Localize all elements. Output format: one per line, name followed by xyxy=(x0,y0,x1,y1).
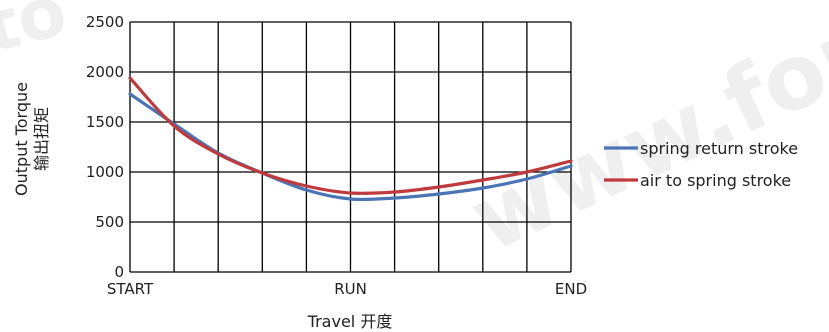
x-tick-label: END xyxy=(555,280,587,298)
legend-label: air to spring stroke xyxy=(640,171,791,190)
y-tick-label: 1500 xyxy=(86,113,124,131)
y-tick-label: 0 xyxy=(114,263,124,281)
watermark-right: www.forc xyxy=(456,0,829,273)
y-tick-label: 500 xyxy=(95,213,124,231)
x-tick-label: RUN xyxy=(334,280,367,298)
y-tick-label: 1000 xyxy=(86,163,124,181)
y-axis-title-line2: 输出扭矩 xyxy=(32,107,51,171)
x-tick-labels: START RUN END xyxy=(107,280,587,298)
series-lines xyxy=(128,76,573,202)
x-tick-label: START xyxy=(107,280,154,298)
x-axis-title: Travel 开度 xyxy=(307,312,393,331)
series-line-2 xyxy=(128,76,573,196)
grid xyxy=(129,21,572,273)
y-tick-label: 2000 xyxy=(86,63,124,81)
legend-label: spring return stroke xyxy=(640,139,798,158)
watermark-left: to xyxy=(0,0,75,69)
y-axis-title-line1: Output Torque xyxy=(12,82,31,196)
legend: spring return stroke air to spring stroke xyxy=(604,139,798,190)
y-tick-label: 2500 xyxy=(86,13,124,31)
y-tick-labels: 0 500 1000 1500 2000 2500 xyxy=(86,13,124,281)
